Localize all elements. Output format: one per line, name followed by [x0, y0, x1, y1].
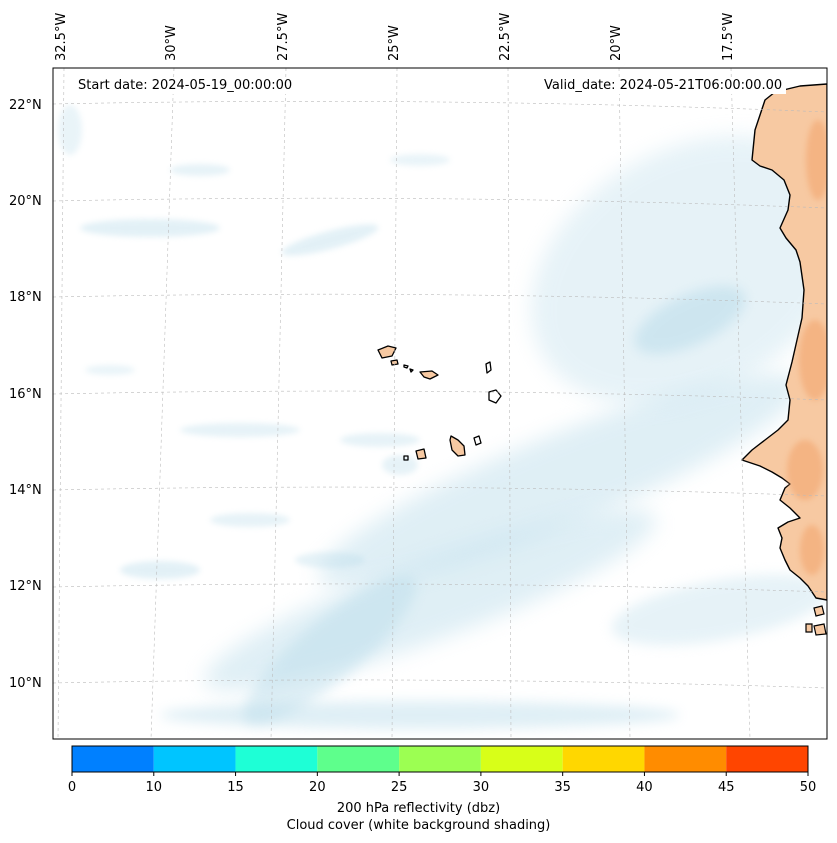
lat-label-14n: 14°N	[9, 483, 42, 498]
colorbar-segment	[480, 746, 563, 772]
colorbar-tick-label: 20	[309, 780, 326, 795]
colorbar-segment	[235, 746, 318, 772]
colorbar-segment	[399, 746, 481, 772]
lat-label-22n: 22°N	[9, 98, 42, 113]
colorbar-tick-label: 35	[554, 780, 571, 795]
graticule	[53, 68, 827, 739]
colorbar-segment	[72, 746, 154, 772]
colorbar-tick-label: 40	[636, 780, 653, 795]
colorbar-segment	[153, 746, 236, 772]
colorbar-frame	[71, 745, 809, 773]
colorbar-tick-label: 25	[390, 780, 408, 795]
bissagos-islands	[805, 605, 827, 636]
colorbar-subtitle: Cloud cover (white background shading)	[286, 818, 551, 833]
lat-label-20n: 20°N	[9, 194, 42, 209]
colorbar-segment	[317, 746, 400, 772]
colorbar-tick-label: 0	[67, 780, 77, 795]
colorbar-segment	[562, 746, 645, 772]
colorbar-segment	[726, 746, 808, 772]
cloud-cover-shading	[58, 105, 827, 729]
colorbar-tick-label: 30	[472, 780, 490, 795]
colorbar-segment	[644, 746, 727, 772]
lat-label-18n: 18°N	[9, 290, 42, 305]
colorbar-tick-label: 45	[717, 780, 735, 795]
start-date-label: Start date: 2024-05-19_00:00:00	[74, 77, 297, 94]
lat-label-10n: 10°N	[9, 676, 42, 691]
colorbar-tick-label: 50	[799, 780, 817, 795]
colorbar	[71, 745, 809, 776]
colorbar-tick-label: 15	[227, 780, 244, 795]
colorbar-tick-label: 10	[145, 780, 163, 795]
lat-label-12n: 12°N	[9, 579, 42, 594]
colorbar-title: 200 hPa reflectivity (dbz)	[336, 801, 501, 816]
cape-verde-islands	[377, 345, 502, 461]
lat-label-16n: 16°N	[9, 387, 42, 402]
valid-date-label: Valid_date: 2024-05-21T06:00:00.00	[540, 77, 787, 94]
